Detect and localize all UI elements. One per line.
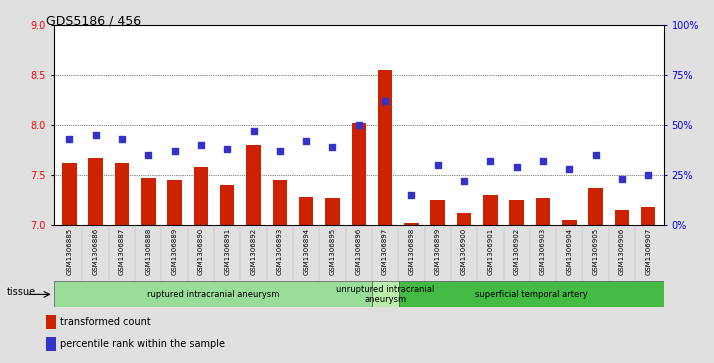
Text: tissue: tissue — [7, 287, 36, 297]
Point — [590, 152, 601, 158]
Text: GSM1306899: GSM1306899 — [435, 228, 441, 275]
Point — [248, 128, 259, 134]
Bar — [372, 281, 398, 307]
Text: transformed count: transformed count — [60, 317, 151, 327]
Point — [221, 146, 233, 152]
Point — [458, 178, 470, 184]
Bar — [457, 213, 471, 225]
Point — [643, 172, 654, 178]
Bar — [273, 180, 287, 225]
Text: GSM1306893: GSM1306893 — [277, 228, 283, 275]
Text: GSM1306887: GSM1306887 — [119, 228, 125, 275]
Bar — [404, 223, 418, 225]
Text: GSM1306907: GSM1306907 — [645, 228, 651, 275]
Text: ruptured intracranial aneurysm: ruptured intracranial aneurysm — [146, 290, 279, 299]
Point — [485, 158, 496, 164]
Text: percentile rank within the sample: percentile rank within the sample — [60, 339, 225, 349]
Text: GSM1306898: GSM1306898 — [408, 228, 414, 275]
Bar — [641, 207, 655, 225]
Bar — [62, 163, 76, 225]
Text: GSM1306901: GSM1306901 — [488, 228, 493, 275]
Point — [432, 162, 443, 168]
Text: GSM1306906: GSM1306906 — [619, 228, 625, 275]
Text: GSM1306890: GSM1306890 — [198, 228, 204, 275]
Bar — [89, 158, 103, 225]
Bar — [46, 337, 56, 351]
Text: GSM1306891: GSM1306891 — [224, 228, 230, 275]
Text: GSM1306904: GSM1306904 — [566, 228, 573, 275]
Text: GSM1306892: GSM1306892 — [251, 228, 256, 275]
Point — [274, 148, 286, 154]
Point — [64, 136, 75, 142]
Bar — [588, 188, 603, 225]
Text: GSM1306900: GSM1306900 — [461, 228, 467, 275]
Text: superficial temporal artery: superficial temporal artery — [475, 290, 588, 299]
Point — [353, 122, 365, 128]
Point — [116, 136, 128, 142]
Text: GSM1306889: GSM1306889 — [171, 228, 178, 275]
Bar — [46, 315, 56, 329]
Text: GSM1306903: GSM1306903 — [540, 228, 546, 275]
Point — [301, 138, 312, 144]
Point — [327, 144, 338, 150]
Text: GSM1306897: GSM1306897 — [382, 228, 388, 275]
Bar — [193, 167, 208, 225]
Text: GSM1306896: GSM1306896 — [356, 228, 362, 275]
Text: GDS5186 / 456: GDS5186 / 456 — [46, 15, 141, 28]
Bar — [483, 195, 498, 225]
Point — [379, 98, 391, 104]
Bar — [562, 220, 576, 225]
Text: GSM1306895: GSM1306895 — [329, 228, 336, 275]
Bar — [351, 123, 366, 225]
Point — [169, 148, 181, 154]
Text: GSM1306894: GSM1306894 — [303, 228, 309, 275]
Point — [616, 176, 628, 182]
Bar — [141, 178, 156, 225]
Text: GSM1306905: GSM1306905 — [593, 228, 598, 275]
Text: GSM1306902: GSM1306902 — [513, 228, 520, 275]
Bar — [509, 200, 524, 225]
Point — [195, 142, 206, 148]
Point — [143, 152, 154, 158]
Bar — [299, 197, 313, 225]
Bar — [378, 70, 392, 225]
Text: GSM1306888: GSM1306888 — [145, 228, 151, 275]
Bar — [220, 185, 234, 225]
Bar — [54, 281, 372, 307]
Bar — [246, 145, 261, 225]
Bar — [398, 281, 664, 307]
Bar — [431, 200, 445, 225]
Bar — [536, 198, 550, 225]
Bar — [115, 163, 129, 225]
Bar — [615, 210, 629, 225]
Point — [511, 164, 523, 170]
Bar — [167, 180, 182, 225]
Text: unruptured intracranial
aneurysm: unruptured intracranial aneurysm — [336, 285, 435, 304]
Point — [406, 192, 417, 198]
Text: GSM1306886: GSM1306886 — [93, 228, 99, 275]
Bar — [326, 198, 340, 225]
Point — [537, 158, 548, 164]
Text: GSM1306885: GSM1306885 — [66, 228, 72, 275]
Point — [90, 132, 101, 138]
Point — [563, 166, 575, 172]
